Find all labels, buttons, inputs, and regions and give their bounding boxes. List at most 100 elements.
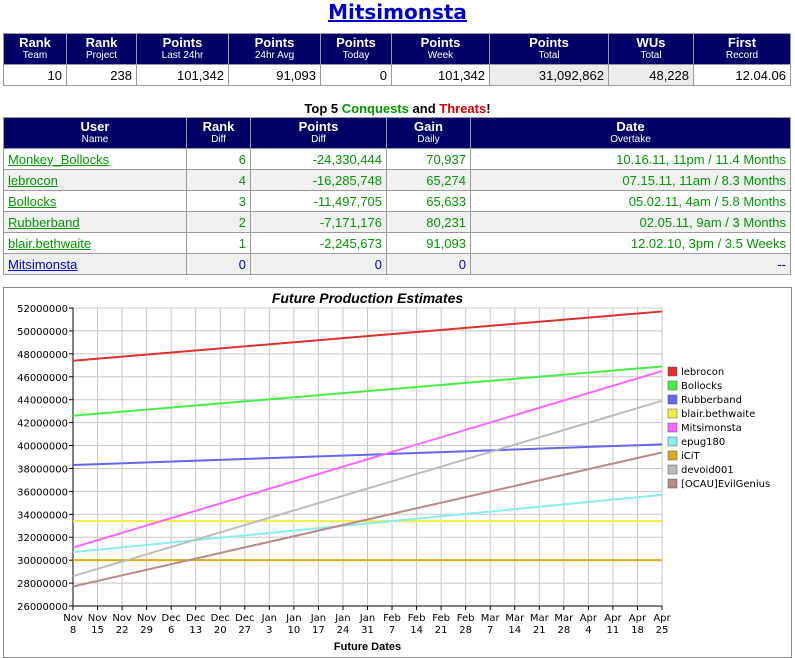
user-name-cell: Rubberband bbox=[3, 211, 187, 233]
x-tick-label-month: Apr bbox=[580, 613, 598, 624]
user-name-cell: Bollocks bbox=[3, 190, 187, 212]
x-tick-label-month: Apr bbox=[604, 613, 622, 624]
threats-label: Threats bbox=[439, 101, 487, 116]
x-tick-label-month: Feb bbox=[457, 613, 475, 624]
x-tick-label-day: 25 bbox=[656, 625, 669, 636]
points-diff-cell: 0 bbox=[250, 253, 387, 275]
x-tick-label-day: 28 bbox=[459, 625, 472, 636]
series-line bbox=[72, 493, 663, 554]
x-tick-label-day: 14 bbox=[508, 625, 521, 636]
header-points-week: Points Week bbox=[391, 33, 490, 65]
gain-cell: 65,633 bbox=[386, 190, 471, 212]
x-tick-label-day: 3 bbox=[266, 625, 272, 636]
legend-label: Mitsimonsta bbox=[681, 423, 742, 434]
x-tick-label-month: Jan bbox=[261, 613, 277, 624]
series-line bbox=[72, 399, 663, 578]
series-line bbox=[72, 451, 663, 588]
header-wus-total: WUs Total bbox=[608, 33, 694, 65]
y-tick-label: 44000000 bbox=[17, 396, 68, 407]
header-date-overtake: Date Overtake bbox=[470, 117, 791, 149]
header-first-record: First Record bbox=[693, 33, 791, 65]
x-tick-label-month: Nov bbox=[88, 613, 108, 624]
legend-label: Rubberband bbox=[681, 395, 742, 406]
y-tick-label: 40000000 bbox=[17, 442, 68, 453]
header-points-diff: Points Diff bbox=[250, 117, 387, 149]
overtake-cell: -- bbox=[470, 253, 791, 275]
wus-total-value: 48,228 bbox=[608, 64, 694, 86]
x-tick-label-month: Jan bbox=[334, 613, 350, 624]
y-tick-label: 46000000 bbox=[17, 373, 68, 384]
legend-swatch bbox=[667, 366, 678, 377]
header-gain-daily: Gain Daily bbox=[386, 117, 471, 149]
user-link[interactable]: Monkey_Bollocks bbox=[8, 151, 110, 167]
overtake-cell: 07.15.11, 11am / 8.3 Months bbox=[470, 169, 791, 191]
gain-cell: 70,937 bbox=[386, 148, 471, 170]
x-tick-label-month: Jan bbox=[310, 613, 326, 624]
user-link[interactable]: lebrocon bbox=[8, 172, 58, 188]
x-tick-label-month: Nov bbox=[63, 613, 83, 624]
y-tick-label: 28000000 bbox=[17, 579, 68, 590]
points-24hr-value: 101,342 bbox=[136, 64, 229, 86]
legend-swatch bbox=[667, 436, 678, 447]
header-points-today: Points Today bbox=[320, 33, 392, 65]
user-link[interactable]: Mitsimonsta bbox=[8, 256, 78, 272]
x-tick-label-day: 7 bbox=[389, 625, 395, 636]
x-tick-label-month: Mar bbox=[481, 613, 501, 624]
x-tick-label-day: 21 bbox=[435, 625, 448, 636]
y-tick-label: 42000000 bbox=[17, 419, 68, 430]
rank-stats-table: Rank Team Rank Project Points Last 24hr Poi… bbox=[3, 33, 791, 86]
rank-diff-cell: 3 bbox=[186, 190, 251, 212]
series-line bbox=[72, 365, 663, 417]
legend-label: devoid001 bbox=[681, 465, 734, 476]
overtake-cell: 12.02.10, 3pm / 3.5 Weeks bbox=[470, 232, 791, 254]
x-tick-label-month: Jan bbox=[285, 613, 301, 624]
x-tick-label-day: 22 bbox=[116, 625, 129, 636]
page-title[interactable]: Mitsimonsta bbox=[328, 0, 467, 24]
rank-diff-cell: 4 bbox=[186, 169, 251, 191]
y-tick-label: 36000000 bbox=[17, 487, 68, 498]
legend-label: epug180 bbox=[681, 437, 725, 448]
x-tick-label-month: Feb bbox=[432, 613, 450, 624]
points-week-value: 101,342 bbox=[391, 64, 490, 86]
points-total-value: 31,092,862 bbox=[489, 64, 609, 86]
series-line bbox=[72, 370, 663, 549]
user-link[interactable]: Bollocks bbox=[8, 193, 57, 209]
header-points-total: Points Total bbox=[489, 33, 609, 65]
y-tick-label: 48000000 bbox=[17, 350, 68, 361]
x-tick-label-day: 14 bbox=[410, 625, 423, 636]
rank-diff-cell: 1 bbox=[186, 232, 251, 254]
user-name-cell: lebrocon bbox=[3, 169, 187, 191]
legend-label: blair.bethwaite bbox=[681, 409, 755, 420]
user-link[interactable]: Rubberband bbox=[8, 214, 80, 230]
first-record-value: 12.04.06 bbox=[693, 64, 791, 86]
table-row: Monkey_Bollocks 6 -24,330,444 70,937 10.… bbox=[3, 148, 791, 170]
x-axis-label: Future Dates bbox=[334, 641, 401, 653]
overtake-cell: 02.05.11, 9am / 3 Months bbox=[470, 211, 791, 233]
x-tick-label-month: Dec bbox=[186, 613, 205, 624]
x-tick-label-month: Apr bbox=[629, 613, 647, 624]
legend-swatch bbox=[667, 464, 678, 475]
rank-team-value: 10 bbox=[3, 64, 67, 86]
x-tick-label-day: 18 bbox=[631, 625, 644, 636]
header-rank-team: Rank Team bbox=[3, 33, 67, 65]
x-tick-label-day: 27 bbox=[238, 625, 251, 636]
x-tick-label-day: 7 bbox=[487, 625, 493, 636]
x-tick-label-day: 4 bbox=[585, 625, 591, 636]
x-tick-label-month: Feb bbox=[383, 613, 401, 624]
table-row: Bollocks 3 -11,497,705 65,633 05.02.11, … bbox=[3, 190, 791, 212]
x-tick-label-day: 17 bbox=[312, 625, 325, 636]
legend-swatch bbox=[667, 478, 678, 489]
legend-swatch bbox=[667, 450, 678, 461]
x-tick-label-month: Jan bbox=[359, 613, 375, 624]
chart-title: Future Production Estimates bbox=[272, 290, 464, 306]
legend-label: iCiT bbox=[681, 451, 701, 462]
user-link[interactable]: blair.bethwaite bbox=[8, 235, 92, 251]
y-tick-label: 26000000 bbox=[17, 602, 68, 613]
legend-label: [OCAU]EvilGenius bbox=[681, 479, 770, 490]
rivals-table: User Name Rank Diff Points Diff Gain Daily D… bbox=[3, 117, 791, 275]
x-tick-label-day: 20 bbox=[214, 625, 227, 636]
x-tick-label-month: Mar bbox=[530, 613, 550, 624]
x-tick-label-day: 15 bbox=[91, 625, 104, 636]
rank-diff-cell: 2 bbox=[186, 211, 251, 233]
table-row: Mitsimonsta 0 0 0 -- bbox=[3, 253, 791, 275]
